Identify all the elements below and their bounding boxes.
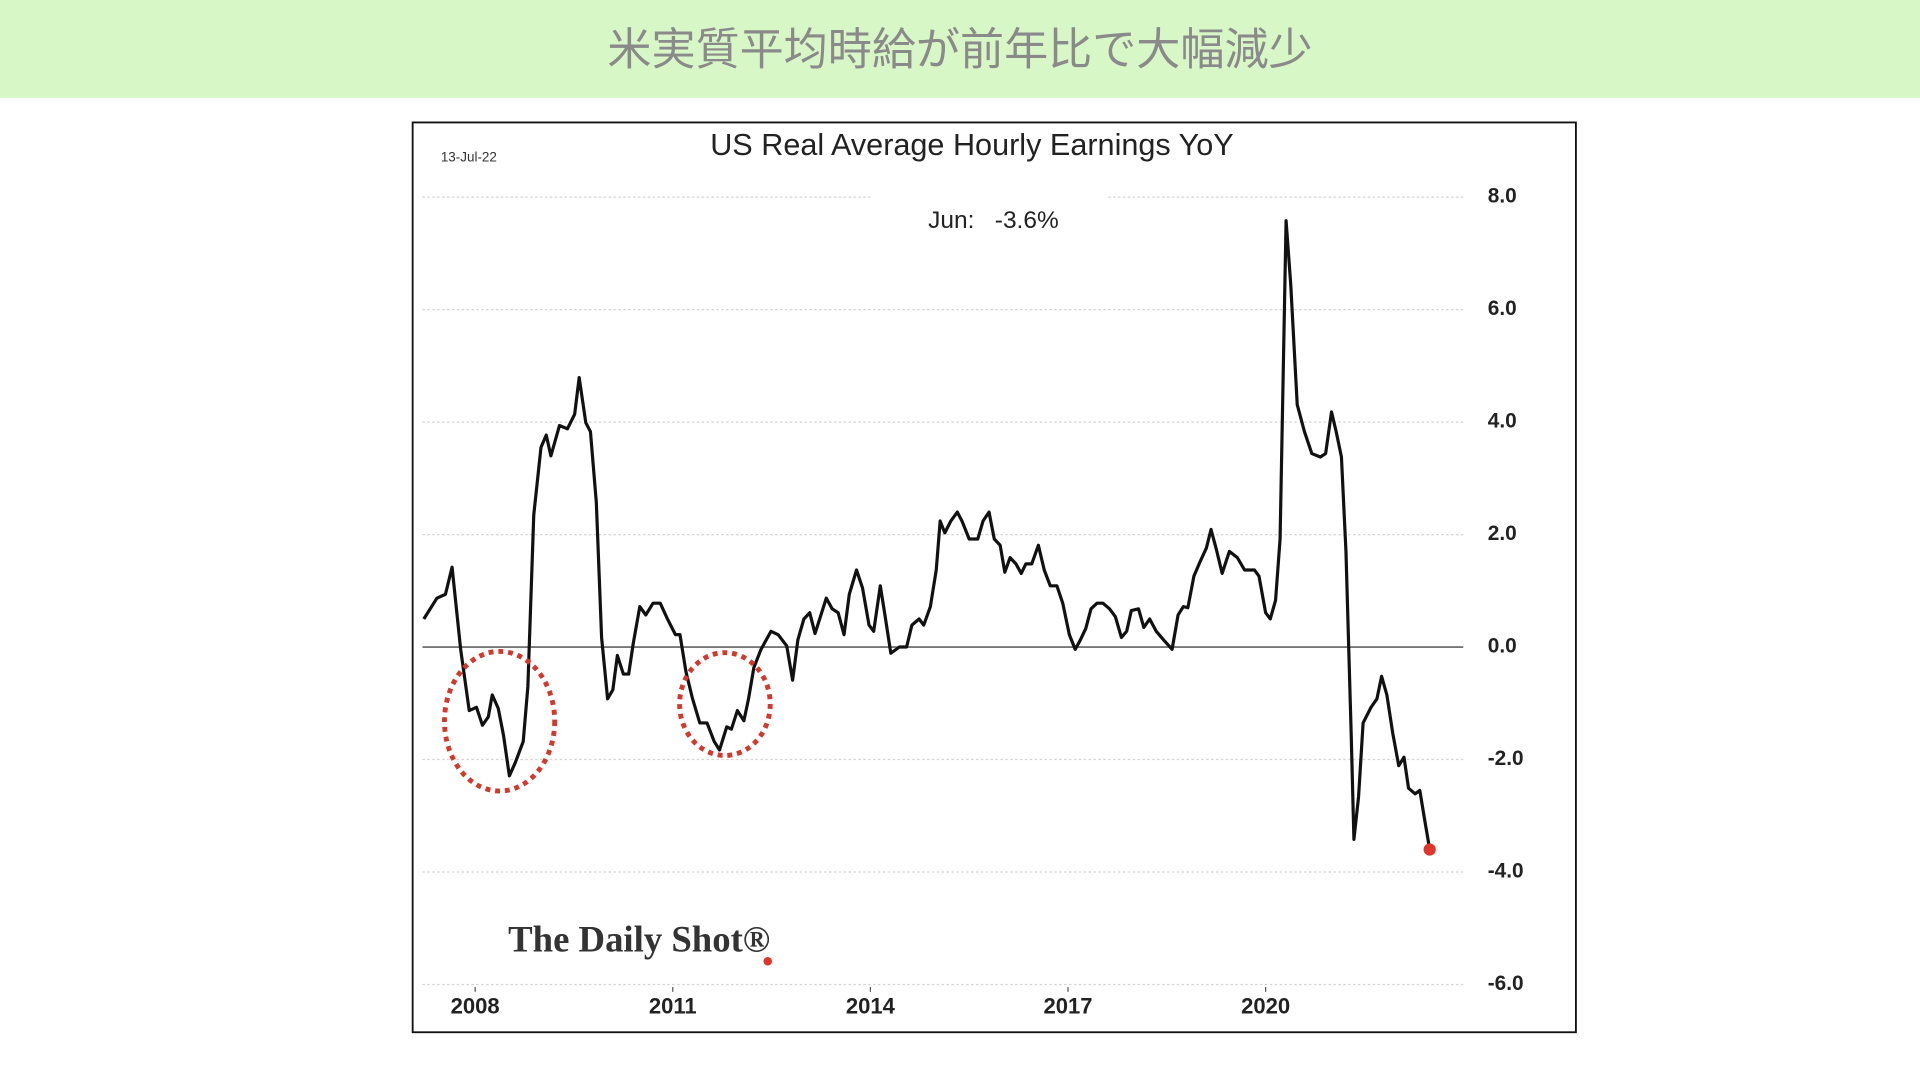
y-tick-label: -2.0 <box>1488 747 1524 770</box>
last-point <box>1423 843 1436 856</box>
x-tick-label: 2011 <box>649 994 697 1019</box>
annotation-box <box>871 183 1107 243</box>
source-logo: The Daily Shot® <box>508 918 770 959</box>
header-band <box>0 0 1920 98</box>
highlight-circle <box>677 650 773 758</box>
x-tick-label: 2017 <box>1044 994 1093 1019</box>
y-tick-label: -4.0 <box>1488 860 1524 883</box>
logo-dot <box>763 956 773 966</box>
y-tick-label: 2.0 <box>1488 522 1517 545</box>
x-tick-label: 2008 <box>451 994 500 1019</box>
y-tick-label: 4.0 <box>1488 410 1517 433</box>
chart-frame <box>411 121 1577 1034</box>
y-tick-label: 0.0 <box>1488 635 1517 658</box>
y-tick-label: -6.0 <box>1488 972 1524 995</box>
x-tick-label: 2020 <box>1241 994 1290 1019</box>
annotation: Jun: -3.6% <box>928 207 1059 234</box>
x-tick-label: 2014 <box>846 994 896 1019</box>
header-title: 米実質平均時給が前年比で大幅減少 <box>607 25 1312 76</box>
chart-title: US Real Average Hourly Earnings YoY <box>710 128 1234 162</box>
highlight-circle <box>442 648 558 794</box>
y-tick-label: 6.0 <box>1488 297 1517 320</box>
series-line <box>422 219 1432 850</box>
y-tick-label: 8.0 <box>1488 185 1517 208</box>
plot: -6.0 -4.0 -2.0 0.0 2.0 4.0 6.0 8.0 2008 2011 2014 2… <box>422 185 1524 1019</box>
chart-date: 13-Jul-22 <box>441 150 497 165</box>
